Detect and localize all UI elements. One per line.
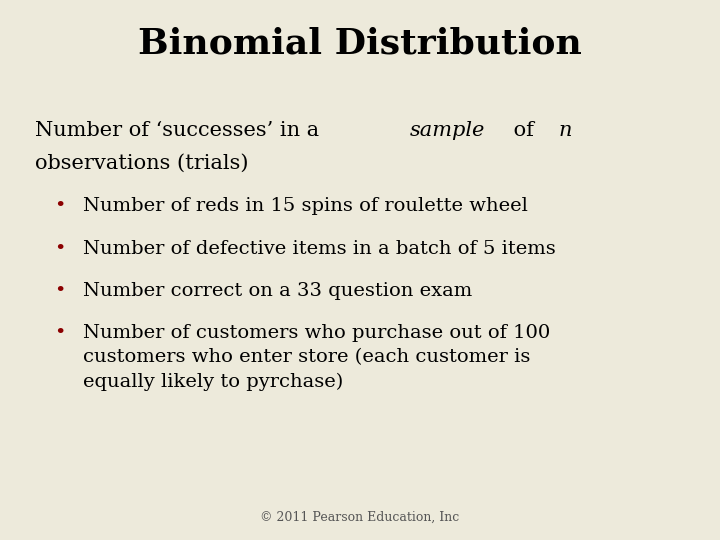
Text: •: • xyxy=(54,240,66,258)
Text: sample: sample xyxy=(410,122,485,140)
Text: •: • xyxy=(54,324,66,342)
Text: Number of defective items in a batch of 5 items: Number of defective items in a batch of … xyxy=(83,240,556,258)
Text: Number of reds in 15 spins of roulette wheel: Number of reds in 15 spins of roulette w… xyxy=(83,197,528,215)
Text: n: n xyxy=(559,122,572,140)
Text: © 2011 Pearson Education, Inc: © 2011 Pearson Education, Inc xyxy=(261,511,459,524)
Text: Number correct on a 33 question exam: Number correct on a 33 question exam xyxy=(83,282,472,300)
Text: Number of customers who purchase out of 100
customers who enter store (each cust: Number of customers who purchase out of … xyxy=(83,324,550,391)
Text: observations (trials): observations (trials) xyxy=(35,154,248,173)
Text: •: • xyxy=(54,197,66,215)
Text: •: • xyxy=(54,282,66,300)
Text: Binomial Distribution: Binomial Distribution xyxy=(138,27,582,61)
Text: Number of ‘successes’ in a: Number of ‘successes’ in a xyxy=(35,122,325,140)
Text: of: of xyxy=(507,122,547,140)
